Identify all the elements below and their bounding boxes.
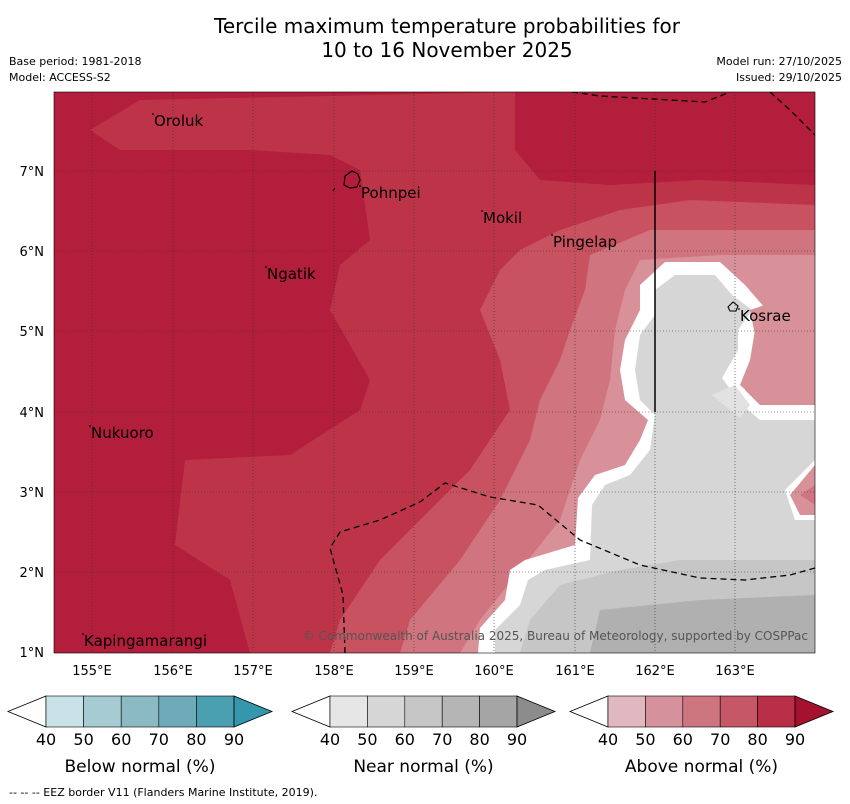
colorbar-label: Above normal (%) [625, 757, 778, 777]
place-label: Kosrae [740, 307, 791, 325]
base-period: Base period: 1981-2018 [9, 55, 142, 68]
lon-tick-label: 159°E [394, 664, 434, 679]
colorbar-tick: 60 [673, 730, 693, 749]
place-marker [82, 633, 84, 635]
colorbar: 40 50 60 70 80 90 Below normal (%) [6, 695, 274, 777]
colorbar-extend-low [568, 695, 609, 728]
place-marker [265, 266, 267, 268]
colorbar-segment [329, 695, 368, 728]
colorbar-segment [158, 695, 197, 728]
lat-tick-label: 3°N [20, 486, 45, 501]
place-marker [89, 425, 91, 427]
place-marker [359, 185, 361, 187]
colorbar-label: Near normal (%) [353, 757, 493, 777]
colorbar-segment [45, 695, 84, 728]
meta-right: Model run: 27/10/2025 Issued: 29/10/2025 [716, 54, 842, 86]
colorbar-segment [645, 695, 684, 728]
place-label: Kapingamarangi [84, 632, 207, 650]
lon-tick-label: 155°E [72, 664, 112, 679]
colorbar-tick: 90 [507, 730, 527, 749]
lat-tick-label: 2°N [20, 566, 45, 581]
lon-tick-label: 161°E [555, 664, 595, 679]
colorbar-segment [757, 695, 796, 728]
colorbar-segment [196, 695, 235, 728]
kosrae-island-outline [727, 301, 739, 312]
colorbar-tick: 80 [186, 730, 206, 749]
probability-fill [54, 92, 815, 653]
colorbar-tick: 80 [469, 730, 489, 749]
model-run: Model run: 27/10/2025 [716, 55, 842, 68]
lon-tick-label: 156°E [153, 664, 193, 679]
lon-tick-label: 157°E [233, 664, 273, 679]
place-marker [551, 234, 553, 236]
colorbar-segment [441, 695, 480, 728]
colorbar-tick: 40 [36, 730, 56, 749]
east-edge-patch [800, 485, 815, 505]
colorbar-segment [607, 695, 646, 728]
colorbar-tick: 70 [432, 730, 452, 749]
meta-left: Base period: 1981-2018 Model: ACCESS-S2 [9, 54, 141, 86]
colorbar-extend-low [6, 695, 47, 728]
place-label: Pohnpei [361, 184, 421, 202]
lon-tick-label: 162°E [635, 664, 675, 679]
chart-title: Tercile maximum temperature probabilitie… [0, 14, 850, 62]
islet-mark [332, 187, 336, 192]
place-label: Ngatik [267, 265, 316, 283]
colorbar-tick: 50 [357, 730, 377, 749]
lat-tick-label: 4°N [20, 406, 45, 421]
colorbar-tick: 50 [635, 730, 655, 749]
colorbar-segment [479, 695, 518, 728]
colorbar-tick: 40 [598, 730, 618, 749]
colorbar-segment [120, 695, 160, 728]
colorbar-segment [83, 695, 122, 728]
place-marker [152, 113, 154, 115]
lat-tick-label: 1°N [20, 646, 45, 661]
colorbar-tick: 90 [224, 730, 244, 749]
title-line-1: Tercile maximum temperature probabilitie… [214, 14, 680, 38]
place-marker [481, 210, 483, 212]
colorbar-segment [682, 695, 721, 728]
colorbar-extend-low [290, 695, 331, 728]
colorbar-tick: 70 [149, 730, 169, 749]
lat-tick-label: 6°N [20, 245, 45, 260]
colorbar-extend-high [516, 695, 557, 728]
colorbar-tick: 50 [73, 730, 93, 749]
colorbar-tick: 60 [111, 730, 131, 749]
colorbar-tick: 90 [785, 730, 805, 749]
pohnpei-island-outline [343, 170, 361, 189]
map-frame [53, 91, 816, 654]
eez-border [329, 92, 815, 653]
lat-tick-label: 5°N [20, 325, 45, 340]
colorbar-extend-high [233, 695, 274, 728]
place-label: Mokil [483, 209, 522, 227]
colorbar: 40 50 60 70 80 90 Near normal (%) [290, 695, 557, 777]
colorbar-tick: 80 [747, 730, 767, 749]
colorbar-extend-high [794, 695, 835, 728]
lon-tick-label: 163°E [715, 664, 755, 679]
place-marker [738, 308, 740, 310]
near-normal-60-70 [590, 595, 815, 653]
copyright-note: © Commonwealth of Australia 2025, Bureau… [303, 629, 808, 643]
model-name: Model: ACCESS-S2 [9, 71, 111, 84]
lat-tick-label: 7°N [20, 165, 45, 180]
issued-date: Issued: 29/10/2025 [735, 71, 842, 84]
colorbar-segment [719, 695, 758, 728]
colorbar-segment [404, 695, 443, 728]
kosrae-above-patch [745, 300, 815, 405]
colorbar-tick: 60 [395, 730, 415, 749]
eez-footnote: -- -- -- EEZ border V11 (Flanders Marine… [9, 786, 318, 799]
colorbar-tick: 70 [710, 730, 730, 749]
title-line-2: 10 to 16 November 2025 [321, 38, 573, 62]
colorbar-label: Below normal (%) [65, 757, 216, 777]
near-normal-pale [712, 385, 750, 418]
place-label: Nukuoro [91, 424, 154, 442]
place-label: Pingelap [553, 233, 617, 251]
colorbar-segment [367, 695, 406, 728]
place-label: Oroluk [154, 112, 203, 130]
lon-tick-label: 160°E [474, 664, 514, 679]
colorbar: 40 50 60 70 80 90 Above normal (%) [568, 695, 835, 777]
colorbar-tick: 40 [320, 730, 340, 749]
lon-tick-label: 158°E [314, 664, 354, 679]
